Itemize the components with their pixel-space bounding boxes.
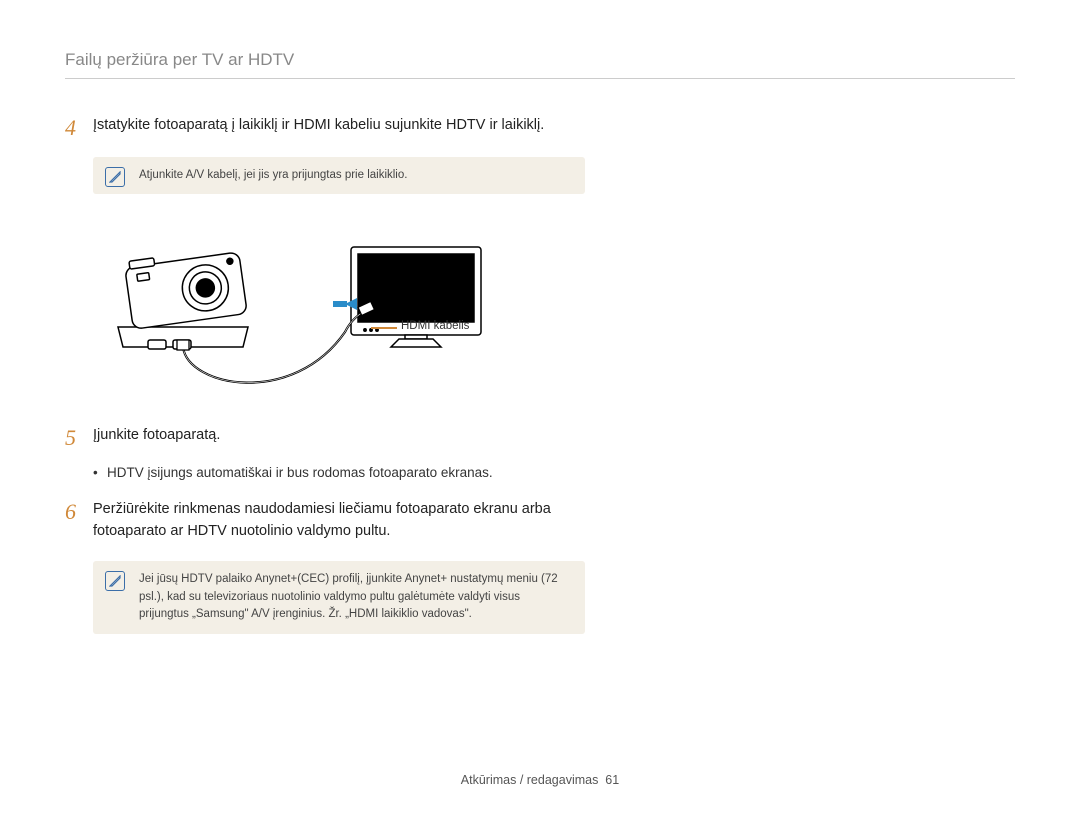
note-icon: [105, 571, 125, 591]
step-5: 5 Įjunkite fotoaparatą.: [65, 424, 585, 453]
step-text: Peržiūrėkite rinkmenas naudodamiesi lieč…: [93, 498, 585, 543]
cable-label-connector: [371, 327, 397, 329]
step-6: 6 Peržiūrėkite rinkmenas naudodamiesi li…: [65, 498, 585, 543]
step-5-bullet: HDTV įsijungs automatiškai ir bus rodoma…: [107, 463, 585, 484]
note-text: Jei jūsų HDTV palaiko Anynet+(CEC) profi…: [139, 573, 558, 621]
section-title: Failų peržiūra per TV ar HDTV: [65, 50, 1015, 79]
step-number: 4: [65, 114, 93, 143]
step-4: 4 Įstatykite fotoaparatą į laikiklį ir H…: [65, 114, 585, 143]
note-box-1: Atjunkite A/V kabelį, jei jis yra prijun…: [93, 157, 585, 195]
footer-page-number: 61: [605, 773, 619, 787]
cable-label: HDMI kabelis: [401, 320, 469, 332]
connection-diagram: HDMI kabelis: [93, 212, 493, 402]
footer-section: Atkūrimas / redagavimas: [461, 773, 599, 787]
note-box-2: Jei jūsų HDTV palaiko Anynet+(CEC) profi…: [93, 561, 585, 634]
step-number: 6: [65, 498, 93, 543]
step-text: Įjunkite fotoaparatą.: [93, 424, 220, 453]
step-text: Įstatykite fotoaparatą į laikiklį ir HDM…: [93, 114, 544, 143]
note-icon: [105, 167, 125, 187]
step-number: 5: [65, 424, 93, 453]
page-footer: Atkūrimas / redagavimas 61: [0, 773, 1080, 787]
note-text: Atjunkite A/V kabelį, jei jis yra prijun…: [139, 169, 407, 181]
